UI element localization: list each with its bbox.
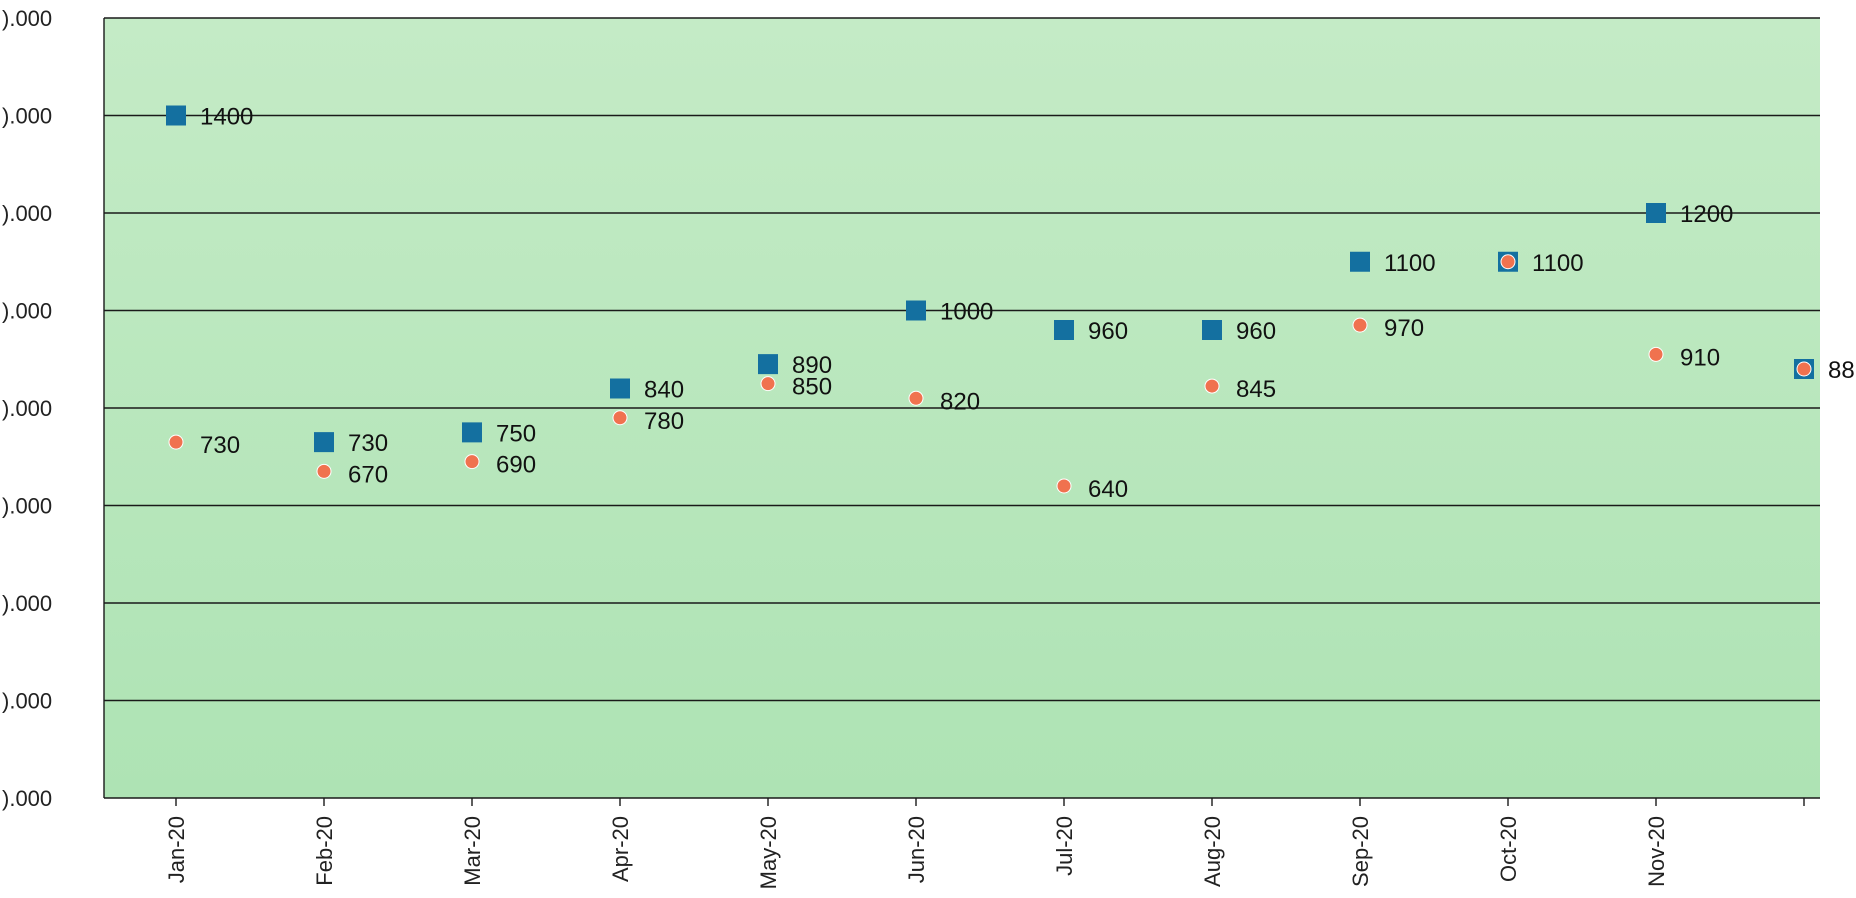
circle-marker xyxy=(1500,254,1516,270)
x-tick-label: Apr-20 xyxy=(608,816,633,882)
x-tick-label: May-20 xyxy=(756,816,781,889)
data-labels: 1400 730 750 840 890 1000 960 960 1100 1100 1200 88… xyxy=(200,104,1855,504)
x-tick-label: Feb-20 xyxy=(312,816,337,886)
y-tick-label: ).000 xyxy=(2,494,52,519)
square-marker xyxy=(314,432,334,453)
circle-marker xyxy=(760,376,776,392)
y-tick-label: ).000 xyxy=(2,786,52,811)
square-marker xyxy=(166,105,186,126)
x-tick-label: Mar-20 xyxy=(460,816,485,886)
circle-data-label: 640 xyxy=(1088,476,1128,503)
square-marker xyxy=(1350,251,1370,272)
square-marker xyxy=(758,354,778,375)
x-tick-label: Aug-20 xyxy=(1200,816,1225,887)
square-data-label: 1100 xyxy=(1384,250,1436,277)
circle-data-label: 690 xyxy=(496,452,536,479)
x-tick-label: Oct-20 xyxy=(1496,816,1521,882)
square-data-label: 1000 xyxy=(940,299,993,326)
circle-marker xyxy=(316,463,332,479)
circle-marker xyxy=(1204,378,1220,394)
y-tick-label: ).000 xyxy=(2,591,52,616)
x-axis-ticks: Jan-20 Feb-20 Mar-20 Apr-20 May-20 Jun-20 Jul-… xyxy=(164,798,1805,889)
y-tick-label: ).000 xyxy=(2,104,52,129)
square-data-label: 750 xyxy=(496,420,536,447)
square-data-label: 840 xyxy=(644,377,684,404)
square-data-label: 890 xyxy=(792,352,832,379)
x-tick-label: Jul-20 xyxy=(1052,816,1077,876)
y-axis-ticks: ).000 ).000 ).000 ).000 ).000 ).000 ).000 ).000… xyxy=(2,6,52,811)
square-marker xyxy=(1202,320,1222,340)
square-data-label: 1200 xyxy=(1680,201,1733,228)
y-tick-label: ).000 xyxy=(2,396,52,421)
circle-data-label: 820 xyxy=(940,388,980,415)
x-tick-label: Sep-20 xyxy=(1348,816,1373,887)
square-data-label: 1100 xyxy=(1532,250,1584,277)
square-data-label: 730 xyxy=(348,430,388,457)
y-tick-label: ).000 xyxy=(2,6,52,31)
circle-marker xyxy=(908,390,924,406)
y-tick-label: ).000 xyxy=(2,201,52,226)
square-data-label: 88 xyxy=(1828,357,1855,384)
square-marker xyxy=(462,422,482,443)
square-data-label: 960 xyxy=(1236,318,1276,345)
circle-data-label: 970 xyxy=(1384,315,1424,342)
circle-marker xyxy=(1352,317,1368,333)
square-marker xyxy=(1054,320,1074,340)
circle-data-label: 730 xyxy=(200,432,240,459)
data-points xyxy=(166,105,1814,494)
square-data-label: 1400 xyxy=(200,104,253,131)
gridlines xyxy=(103,17,1820,799)
circle-marker xyxy=(1796,361,1812,377)
circle-data-label: 780 xyxy=(644,408,684,435)
circle-marker xyxy=(1648,346,1664,362)
circle-data-label: 910 xyxy=(1680,344,1720,371)
y-tick-label: ).000 xyxy=(2,689,52,714)
circle-data-label: 850 xyxy=(792,374,832,401)
square-marker xyxy=(1646,203,1666,223)
circle-marker xyxy=(1056,478,1072,494)
circle-marker xyxy=(612,410,628,426)
x-tick-label: Jun-20 xyxy=(904,816,929,883)
square-marker xyxy=(610,378,630,399)
circle-marker xyxy=(168,434,184,450)
x-tick-label: Jan-20 xyxy=(164,816,189,883)
square-marker xyxy=(906,300,926,321)
square-data-label: 960 xyxy=(1088,318,1128,345)
circle-marker xyxy=(464,454,480,470)
circle-data-label: 845 xyxy=(1236,376,1276,403)
x-tick-label: Nov-20 xyxy=(1644,816,1669,887)
circle-data-label: 670 xyxy=(348,461,388,488)
y-tick-label: ).000 xyxy=(2,299,52,324)
